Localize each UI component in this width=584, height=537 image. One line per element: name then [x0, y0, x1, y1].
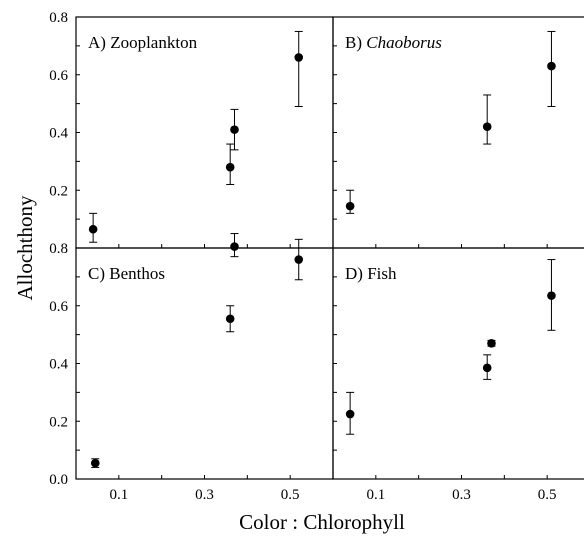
data-point	[294, 53, 304, 62]
panel-label: C) Benthos	[88, 264, 165, 283]
x-tick-label: 0.3	[195, 487, 214, 503]
panel-letter: D)	[345, 264, 367, 283]
y-tick-label: 0.2	[49, 183, 68, 199]
data-point-group	[294, 30, 304, 108]
data-point-group	[230, 108, 239, 151]
panel-label: A) Zooplankton	[88, 33, 198, 52]
x-tick-label: 0.3	[452, 487, 471, 503]
x-tick-label: 0.5	[538, 487, 557, 503]
x-axis-title: Color : Chlorophyll	[239, 510, 405, 534]
data-point	[90, 458, 100, 468]
data-point	[225, 314, 235, 324]
panel-taxon-name: Benthos	[109, 264, 165, 283]
data-point	[487, 338, 496, 348]
data-point-group	[482, 94, 492, 145]
data-point-group	[345, 391, 355, 435]
panel-taxon-name: Zooplankton	[110, 33, 197, 52]
data-point-group	[547, 259, 556, 331]
panel-1: 0.2 0.4 0.6 0.8 A) Zooplankton	[49, 10, 334, 249]
data-point	[294, 255, 304, 264]
data-point	[482, 363, 492, 373]
panel-3: 0.0 0.2 0.4 0.6 0.8 0.1 0.3 0.5 C) Benthos	[49, 233, 334, 503]
panel-label: B) Chaoborus	[345, 33, 442, 52]
y-tick-label: 0.2	[49, 414, 68, 430]
data-point	[547, 61, 556, 71]
data-point-group	[482, 354, 492, 380]
y-tick-label: 0.8	[49, 10, 68, 26]
data-point-group	[225, 143, 235, 185]
panel-letter: B)	[345, 33, 366, 52]
data-point	[547, 291, 556, 300]
x-tick-label: 0.1	[366, 487, 385, 503]
data-point-group	[547, 30, 556, 108]
panels-group: 0.2 0.4 0.6 0.8 A) Zooplankton B) Chaoborus 0.…	[49, 10, 584, 503]
y-tick-label: 0.4	[49, 126, 68, 142]
y-tick-label: 0.8	[49, 241, 68, 257]
data-point	[230, 242, 239, 251]
panel-2: B) Chaoborus	[332, 16, 584, 249]
data-point-group	[294, 238, 304, 281]
x-tick-label: 0.5	[281, 487, 300, 503]
panel-letter: C)	[88, 264, 109, 283]
data-point-group	[90, 458, 100, 468]
data-point-group	[345, 189, 355, 214]
data-point	[345, 409, 355, 419]
data-point	[230, 125, 239, 134]
data-point-group	[225, 305, 235, 333]
y-tick-label: 0.6	[49, 68, 68, 84]
panel-taxon-name: Fish	[367, 264, 397, 283]
data-point-group	[487, 338, 496, 348]
data-point	[88, 224, 98, 234]
y-tick-label: 0.0	[49, 472, 68, 488]
y-axis-title: Allochthony	[13, 195, 37, 300]
panel-4: 0.1 0.3 0.5 D) Fish	[332, 247, 584, 503]
panel-label: D) Fish	[345, 264, 397, 283]
y-tick-label: 0.4	[49, 357, 68, 373]
data-point-group	[230, 233, 239, 258]
panel-taxon-name: Chaoborus	[366, 33, 442, 52]
data-point	[225, 162, 235, 172]
y-tick-label: 0.6	[49, 299, 68, 315]
x-tick-label: 0.1	[109, 487, 128, 503]
panel-letter: A)	[88, 33, 110, 52]
data-point	[345, 201, 355, 211]
data-point	[482, 122, 492, 132]
data-point-group	[88, 212, 98, 243]
